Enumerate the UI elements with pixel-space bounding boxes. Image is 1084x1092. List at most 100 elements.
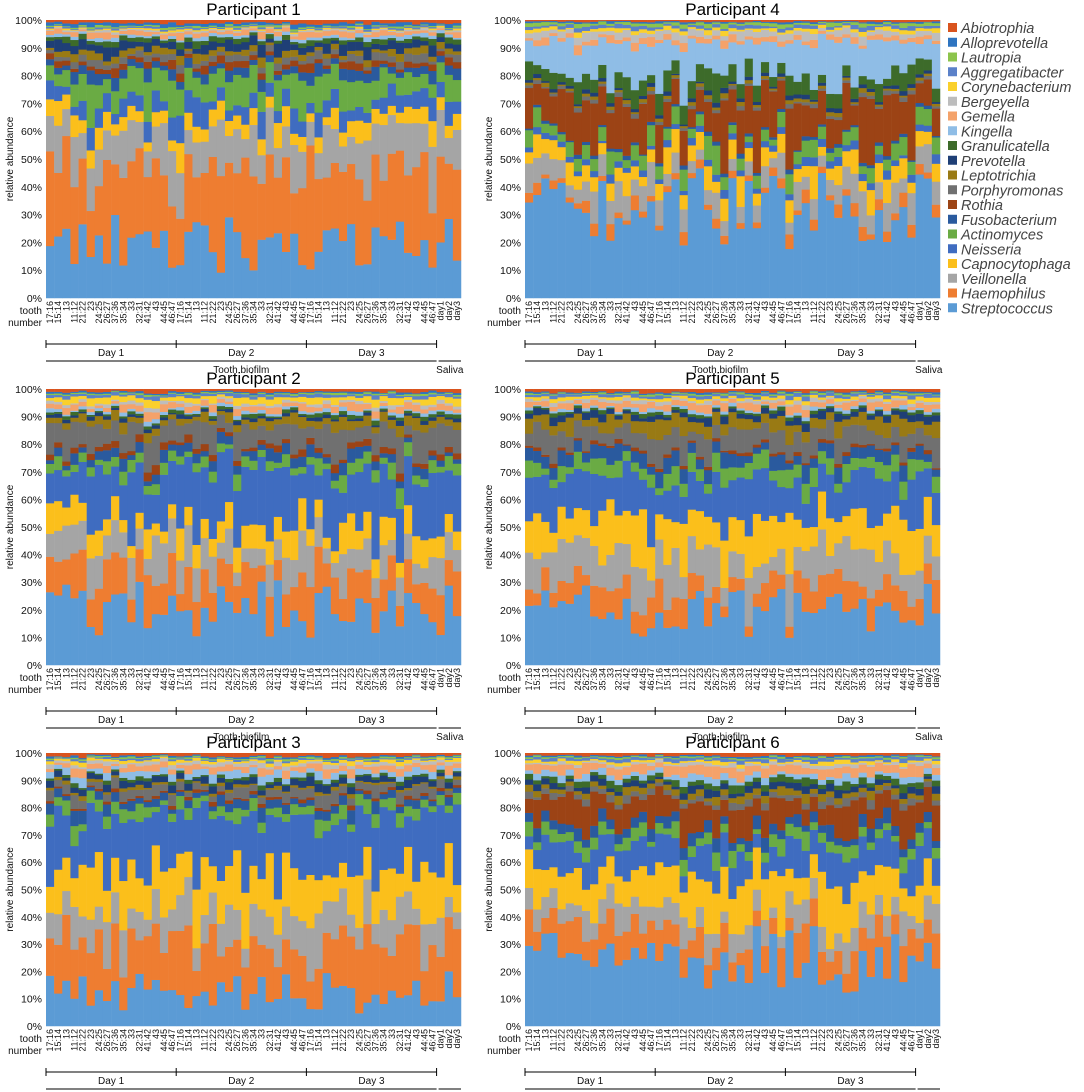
bar-segment-lautropia <box>102 393 112 396</box>
bar-segment-prevotella <box>379 410 389 412</box>
bar-segment-corynebacterium <box>355 26 364 29</box>
bar-segment-corynebacterium <box>338 28 348 30</box>
bar-segment-corynebacterium <box>257 29 266 31</box>
bar-segment-gemella <box>176 32 185 41</box>
bar-segment-bergeyella <box>671 32 680 41</box>
bar-segment-leptotrichia <box>428 420 437 428</box>
x-tick-label: 44:45 <box>419 668 429 691</box>
bar-segment-fusobacterium <box>355 446 364 459</box>
bar-segment-bergeyella <box>801 31 811 42</box>
bar-segment-abiotrophia <box>752 20 762 21</box>
bar-segment-lautropia <box>801 22 811 26</box>
bar-segment-granulicatella <box>62 774 71 778</box>
bar-segment-rothia <box>777 452 786 455</box>
bar-segment-bergeyella <box>371 407 380 412</box>
bar-segment-granulicatella <box>549 72 558 90</box>
bar-segment-bergeyella <box>395 404 405 407</box>
saliva-label: Saliva <box>436 365 464 376</box>
bar-segment-corynebacterium <box>216 28 226 31</box>
bar-segment-lautropia <box>695 22 705 26</box>
bar-segment-kingella <box>915 407 924 411</box>
bar-segment-fusobacterium <box>728 453 737 468</box>
bar-segment-actinomyces <box>62 470 71 477</box>
bar-segment-corynebacterium <box>290 32 299 35</box>
bar-segment-corynebacterium <box>200 28 209 31</box>
bar-segment-neisseria <box>760 141 770 148</box>
bar-segment-gemella <box>931 40 941 45</box>
bar-segment-porphyromonas <box>647 438 656 464</box>
bar-segment-leptotrichia <box>720 93 729 99</box>
bar-segment-actinomyces <box>687 128 697 139</box>
bar-segment-kingella <box>777 405 786 407</box>
bar-segment-actinomyces <box>728 467 737 481</box>
bar-segment-gemella <box>273 407 283 415</box>
x-tick-label: 44:45 <box>638 301 648 324</box>
bar-segment-actinomyces <box>168 813 177 822</box>
bar-segment-abiotrophia <box>200 753 209 757</box>
bar-segment-haemophilus <box>891 585 900 611</box>
bar-segment-fusobacterium <box>704 131 713 136</box>
bar-segment-streptococcus <box>54 236 63 299</box>
bar-segment-alloprevotella <box>614 20 623 23</box>
bar-segment-prevotella <box>826 407 835 413</box>
bar-segment-fusobacterium <box>638 154 648 156</box>
bar-segment-alloprevotella <box>549 20 558 23</box>
bar-segment-capnocytophaga <box>858 507 868 549</box>
bar-segment-fusobacterium <box>826 443 835 459</box>
bar-segment-fusobacterium <box>614 443 623 461</box>
bar-segment-actinomyces <box>143 485 153 495</box>
bar-segment-neisseria <box>94 464 104 531</box>
bar-segment-alloprevotella <box>127 22 136 26</box>
bar-segment-abiotrophia <box>119 753 128 756</box>
bar-segment-abiotrophia <box>907 389 916 392</box>
bar-segment-haemophilus <box>70 553 79 599</box>
bar-segment-aggregatibacter <box>273 27 283 30</box>
bar-segment-prevotella <box>817 410 827 420</box>
bar-segment-neisseria <box>111 466 120 497</box>
bar-segment-alloprevotella <box>638 393 648 396</box>
bar-segment-rothia <box>102 801 112 805</box>
bar-segment-prevotella <box>533 73 542 79</box>
bar-segment-bergeyella <box>622 29 632 38</box>
bar-segment-corynebacterium <box>70 396 79 404</box>
bar-segment-kingella <box>46 771 55 779</box>
bar-segment-porphyromonas <box>679 435 688 466</box>
bar-segment-corynebacterium <box>249 25 258 28</box>
bar-segment-alloprevotella <box>330 23 340 27</box>
bar-segment-kingella <box>241 772 250 778</box>
bar-segment-aggregatibacter <box>541 25 550 28</box>
bar-segment-gemella <box>46 768 55 773</box>
bar-segment-prevotella <box>249 35 258 46</box>
bar-segment-aggregatibacter <box>151 757 161 760</box>
y-tick-label: 100% <box>15 15 42 27</box>
bar-segment-capnocytophaga <box>760 147 770 167</box>
bar-segment-alloprevotella <box>298 23 307 28</box>
bar-segment-streptococcus <box>151 979 161 1027</box>
bar-segment-capnocytophaga <box>671 521 680 548</box>
bar-segment-haemophilus <box>606 223 615 241</box>
bar-segment-streptococcus <box>817 608 827 666</box>
bar-segment-neisseria <box>78 100 87 121</box>
bar-segment-fusobacterium <box>78 447 87 453</box>
bar-segment-alloprevotella <box>265 22 275 25</box>
bar-segment-neisseria <box>176 809 185 854</box>
bar-segment-haemophilus <box>208 592 218 622</box>
bar-segment-streptococcus <box>208 251 218 299</box>
day-label: Day 3 <box>837 715 864 726</box>
bar-segment-prevotella <box>143 781 153 788</box>
bar-segment-fusobacterium <box>549 467 558 480</box>
bar-segment-kingella <box>826 39 835 94</box>
bar-segment-gemella <box>281 402 291 407</box>
bar-segment-actinomyces <box>184 807 193 820</box>
bar-segment-prevotella <box>541 409 550 415</box>
bar-segment-aggregatibacter <box>752 396 762 400</box>
bar-segment-alloprevotella <box>834 21 843 23</box>
bar-segment-neisseria <box>395 95 405 113</box>
bar-segment-streptococcus <box>428 267 437 299</box>
bar-segment-corynebacterium <box>216 758 226 763</box>
bar-segment-bergeyella <box>70 30 79 33</box>
bar-segment-porphyromonas <box>200 785 209 791</box>
bar-segment-aggregatibacter <box>663 23 672 26</box>
bar-segment-prevotella <box>638 418 648 422</box>
bar-segment-streptococcus <box>241 597 250 666</box>
